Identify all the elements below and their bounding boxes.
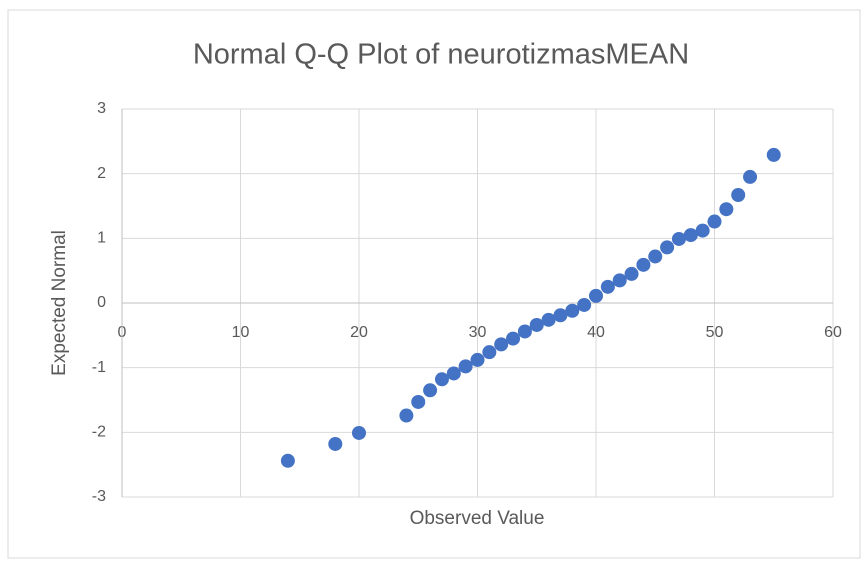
point (399, 408, 414, 423)
x-tick-label: 20 (350, 324, 368, 341)
point (695, 223, 710, 238)
point (458, 359, 473, 374)
x-tick-label: 60 (824, 324, 842, 341)
point (707, 214, 722, 229)
point (541, 312, 556, 327)
x-tick-label: 50 (706, 324, 724, 341)
y-tick-label: 0 (97, 294, 106, 311)
point (719, 202, 734, 217)
point (636, 257, 651, 272)
point (423, 383, 438, 398)
point (446, 366, 461, 381)
point (660, 240, 675, 255)
point (648, 249, 663, 264)
point (683, 228, 698, 243)
y-tick-label: 1 (97, 230, 106, 247)
point (600, 279, 615, 294)
y-axis-title: Expected Normal (49, 230, 70, 376)
point (529, 317, 544, 332)
point (589, 288, 603, 303)
point (731, 188, 746, 203)
point (494, 337, 509, 352)
point (766, 147, 781, 162)
point (553, 308, 568, 323)
point (743, 169, 758, 184)
point (506, 331, 521, 346)
point (352, 425, 366, 440)
point (470, 352, 485, 367)
x-axis-title: Observed Value (410, 508, 545, 529)
chart-area (7, 9, 861, 559)
y-tick-label: -3 (92, 488, 106, 505)
point (434, 372, 449, 387)
point (328, 436, 343, 451)
y-tick-label: 2 (97, 165, 106, 182)
x-tick-label: 40 (587, 324, 605, 341)
point (280, 453, 295, 468)
y-tick-label: -2 (92, 424, 106, 441)
x-tick-label: 30 (469, 324, 487, 341)
point (565, 303, 580, 318)
point (624, 266, 639, 281)
point (411, 394, 426, 409)
chart-title: Normal Q-Q Plot of neurotizmasMEAN (193, 39, 689, 71)
point (671, 231, 686, 246)
point (577, 297, 592, 312)
point (482, 345, 497, 360)
y-tick-label: -1 (92, 359, 106, 376)
y-tick-label: 3 (97, 100, 106, 117)
x-tick-label: 10 (232, 324, 250, 341)
point (612, 273, 627, 288)
point (517, 324, 532, 339)
